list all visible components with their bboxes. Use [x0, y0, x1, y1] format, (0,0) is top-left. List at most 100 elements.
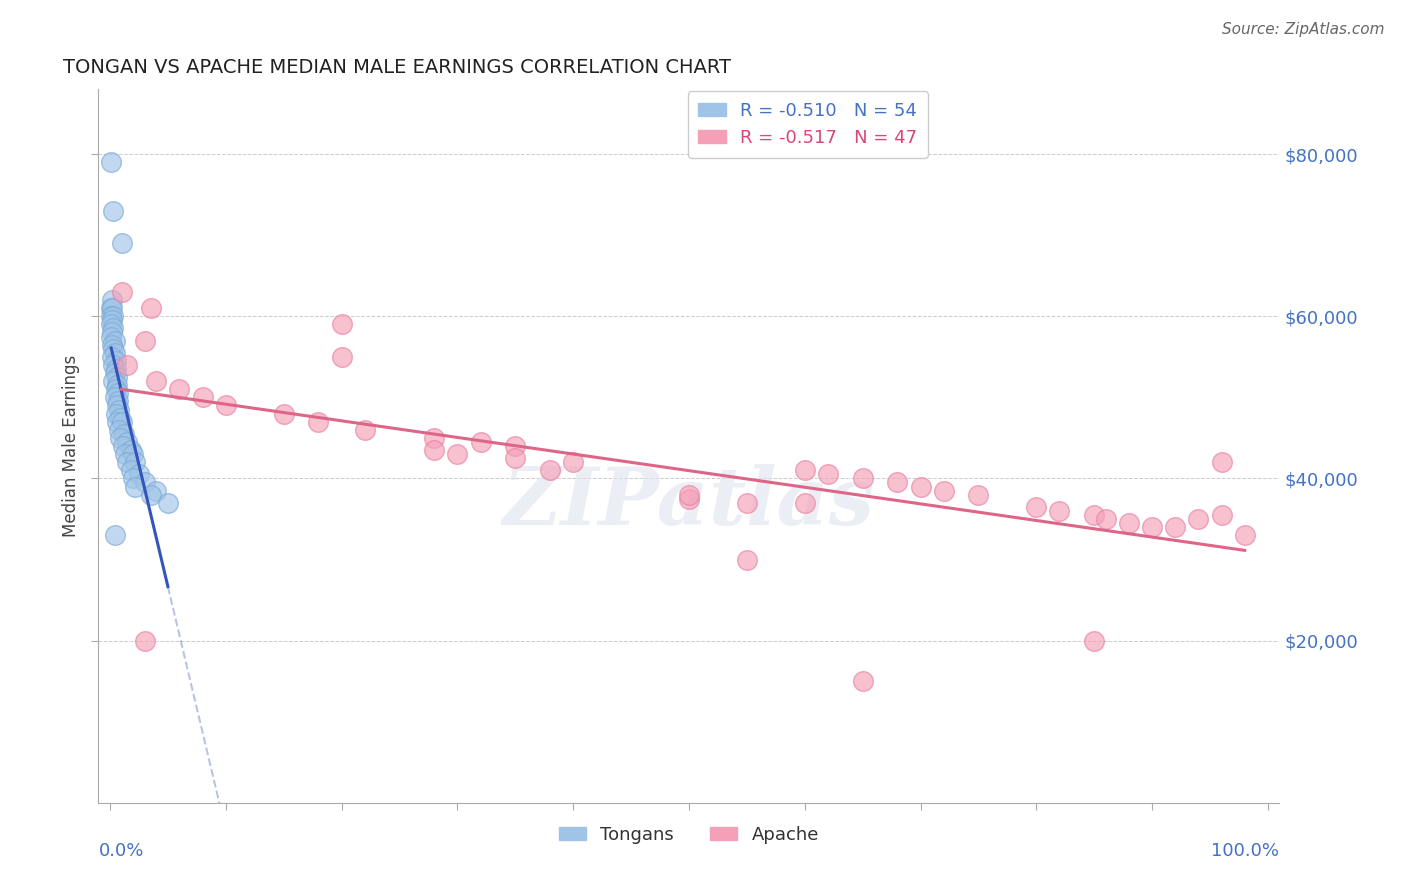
Point	[101, 301, 124, 315]
Point	[273, 407, 295, 421]
Point	[104, 407, 127, 421]
Point	[678, 491, 700, 506]
Point	[307, 415, 329, 429]
Text: Source: ZipAtlas.com: Source: ZipAtlas.com	[1222, 22, 1385, 37]
Point	[120, 463, 142, 477]
Text: TONGAN VS APACHE MEDIAN MALE EARNINGS CORRELATION CHART: TONGAN VS APACHE MEDIAN MALE EARNINGS CO…	[63, 57, 731, 77]
Point	[134, 334, 156, 348]
Point	[105, 378, 128, 392]
Point	[852, 471, 875, 485]
Point	[793, 463, 815, 477]
Point	[117, 434, 139, 449]
Point	[134, 633, 156, 648]
Point	[735, 496, 758, 510]
Point	[423, 431, 446, 445]
Point	[105, 415, 128, 429]
Point	[910, 479, 932, 493]
Point	[470, 434, 492, 449]
Point	[114, 447, 136, 461]
Point	[103, 358, 125, 372]
Y-axis label: Median Male Earnings: Median Male Earnings	[62, 355, 80, 537]
Point	[103, 374, 125, 388]
Point	[1118, 516, 1140, 530]
Text: 0.0%: 0.0%	[98, 842, 143, 860]
Point	[104, 345, 127, 359]
Point	[124, 455, 146, 469]
Point	[1233, 528, 1256, 542]
Point	[110, 431, 132, 445]
Point	[678, 488, 700, 502]
Point	[108, 402, 131, 417]
Point	[110, 285, 132, 299]
Point	[103, 310, 125, 324]
Point	[932, 483, 955, 498]
Point	[330, 318, 353, 332]
Point	[120, 443, 142, 458]
Point	[110, 415, 132, 429]
Point	[446, 447, 468, 461]
Point	[1211, 455, 1233, 469]
Point	[117, 455, 139, 469]
Point	[1025, 500, 1047, 514]
Point	[191, 390, 214, 404]
Point	[100, 310, 122, 324]
Point	[735, 552, 758, 566]
Legend: Tongans, Apache: Tongans, Apache	[548, 814, 830, 855]
Point	[101, 337, 124, 351]
Point	[886, 475, 908, 490]
Point	[104, 528, 127, 542]
Point	[139, 301, 162, 315]
Point	[967, 488, 990, 502]
Point	[103, 203, 125, 218]
Point	[101, 293, 124, 307]
Point	[330, 350, 353, 364]
Point	[100, 318, 122, 332]
Point	[793, 496, 815, 510]
Point	[139, 488, 162, 502]
Point	[1094, 512, 1116, 526]
Point	[156, 496, 179, 510]
Point	[107, 394, 129, 409]
Point	[124, 479, 146, 493]
Point	[1083, 508, 1105, 522]
Text: ZIPatlas: ZIPatlas	[503, 465, 875, 541]
Point	[134, 475, 156, 490]
Point	[817, 467, 839, 482]
Point	[107, 386, 129, 401]
Point	[104, 334, 127, 348]
Point	[104, 354, 127, 368]
Point	[104, 366, 127, 380]
Point	[100, 155, 122, 169]
Point	[1049, 504, 1071, 518]
Point	[145, 374, 167, 388]
Point	[503, 451, 526, 466]
Point	[101, 326, 124, 340]
Point	[423, 443, 446, 458]
Point	[100, 329, 122, 343]
Point	[117, 358, 139, 372]
Text: 100.0%: 100.0%	[1212, 842, 1279, 860]
Point	[538, 463, 561, 477]
Point	[108, 423, 131, 437]
Point	[110, 236, 132, 251]
Point	[111, 439, 134, 453]
Point	[101, 313, 124, 327]
Point	[104, 390, 127, 404]
Point	[100, 301, 122, 315]
Point	[1083, 633, 1105, 648]
Point	[1164, 520, 1187, 534]
Point	[122, 447, 145, 461]
Point	[353, 423, 375, 437]
Point	[503, 439, 526, 453]
Point	[105, 399, 128, 413]
Point	[128, 467, 150, 482]
Point	[1140, 520, 1163, 534]
Point	[105, 370, 128, 384]
Point	[122, 471, 145, 485]
Point	[852, 674, 875, 689]
Point	[1211, 508, 1233, 522]
Point	[169, 382, 191, 396]
Point	[103, 342, 125, 356]
Point	[103, 321, 125, 335]
Point	[145, 483, 167, 498]
